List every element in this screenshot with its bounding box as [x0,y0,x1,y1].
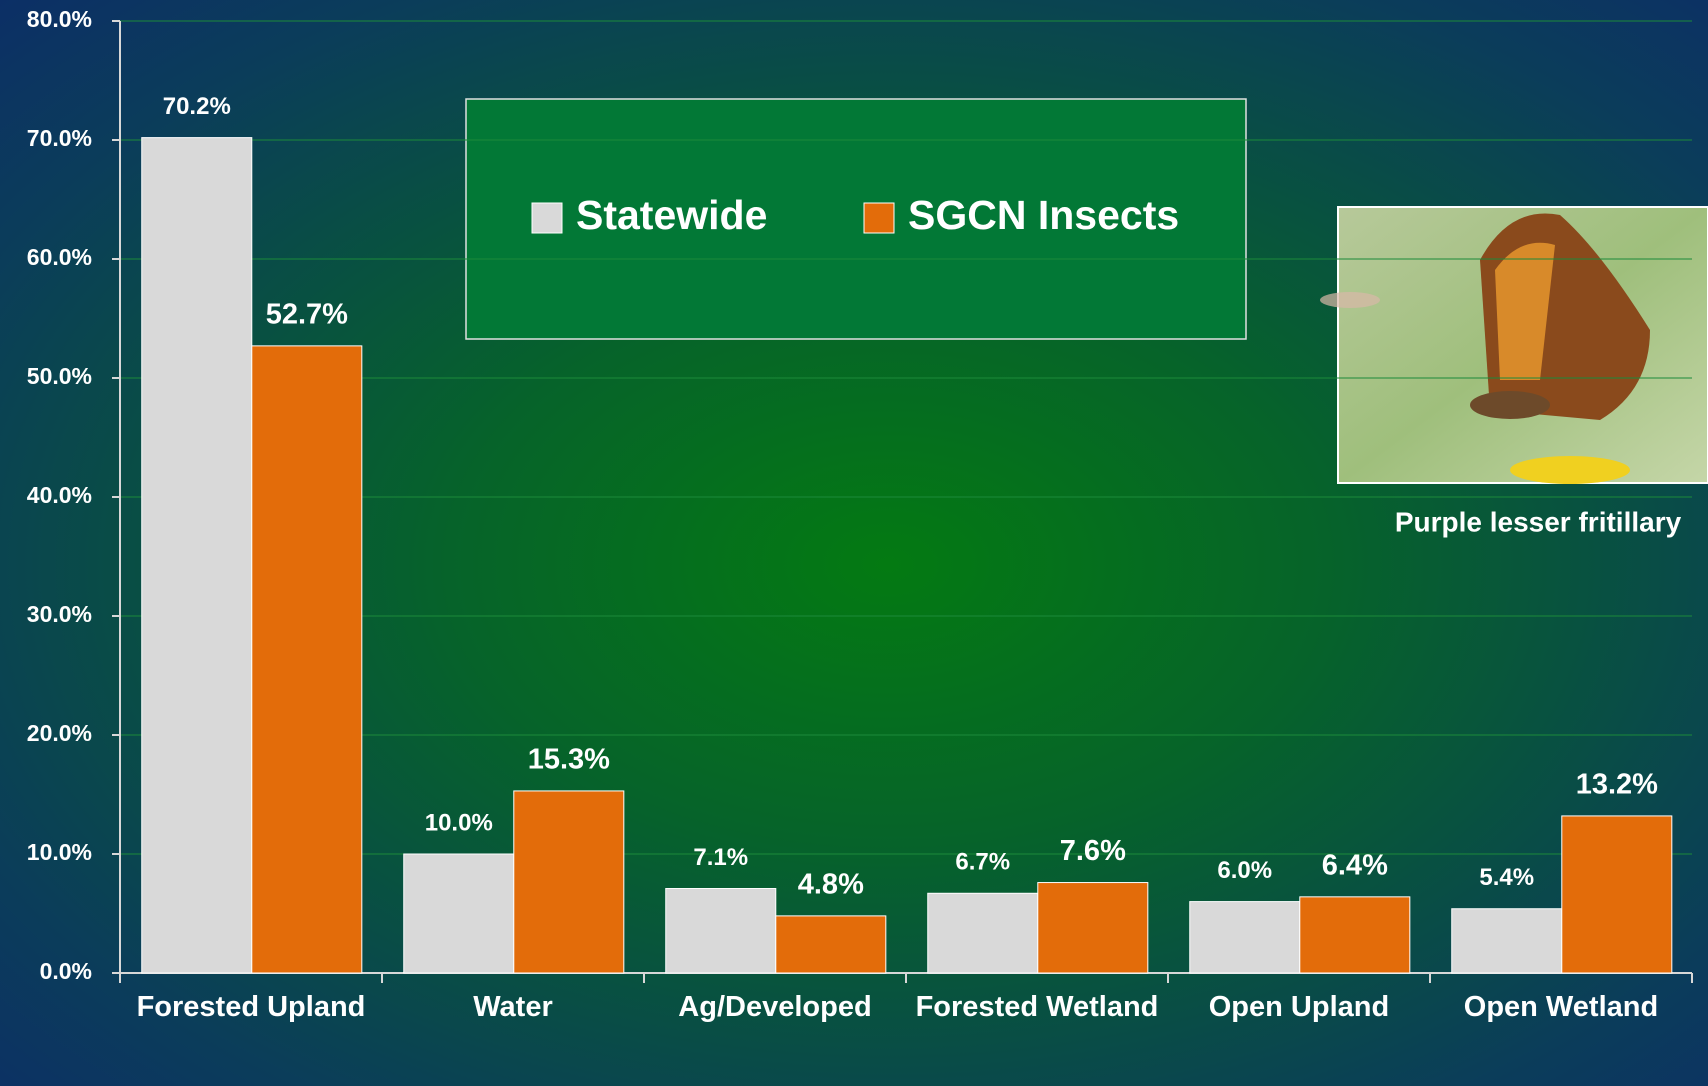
x-tick-label: Water [385,985,642,1029]
value-label: 5.4% [1479,864,1534,891]
value-label: 6.0% [1217,857,1272,884]
bar [1190,902,1300,973]
photo-body [1470,391,1550,419]
value-label: 7.6% [1060,835,1126,867]
legend-label: Statewide [576,192,767,238]
value-label: 13.2% [1576,769,1658,801]
legend-swatch [864,203,894,233]
bar [1562,816,1672,973]
y-tick-label: 70.0% [27,125,92,151]
chart: Purple lesser fritillary 0.0% 10.0% 20.0% 3… [0,0,1708,1086]
value-label: 7.1% [693,844,748,871]
value-label: 4.8% [798,869,864,901]
value-label: 10.0% [425,809,493,836]
photo-caption: Purple lesser fritillary [1395,506,1682,537]
photo-detail [1320,292,1380,308]
y-tick-label: 40.0% [27,482,92,508]
bar [1038,883,1148,973]
x-tick-label: Forested Upland [123,985,380,1029]
bar [1300,897,1410,973]
y-tick-label: 80.0% [27,6,92,32]
x-tick-label: Ag/Developed [647,985,904,1029]
bar [514,791,624,973]
y-tick-label: 10.0% [27,839,92,865]
bar [404,854,514,973]
page: Purple lesser fritillary 0.0% 10.0% 20.0% 3… [0,0,1708,1086]
x-tick-label: Open Upland [1171,985,1428,1029]
bar [1452,909,1562,973]
bar [776,916,886,973]
x-tick-label: Open Wetland [1433,985,1690,1029]
x-tick-label: Forested Wetland [909,985,1166,1029]
y-tick-label: 20.0% [27,720,92,746]
y-tick-label: 0.0% [40,958,92,984]
photo-flower [1510,456,1630,484]
y-tick-label: 30.0% [27,601,92,627]
bar [252,346,362,973]
legend-swatch [532,203,562,233]
y-tick-label: 60.0% [27,244,92,270]
value-label: 6.4% [1322,849,1388,881]
value-label: 70.2% [163,93,231,120]
value-label: 6.7% [955,849,1010,876]
photo [1320,207,1708,484]
bar [142,138,252,973]
legend-label: SGCN Insects [908,192,1179,238]
y-tick-label: 50.0% [27,363,92,389]
bar [666,889,776,973]
value-label: 52.7% [266,299,348,331]
value-label: 15.3% [528,744,610,776]
bar [928,893,1038,973]
